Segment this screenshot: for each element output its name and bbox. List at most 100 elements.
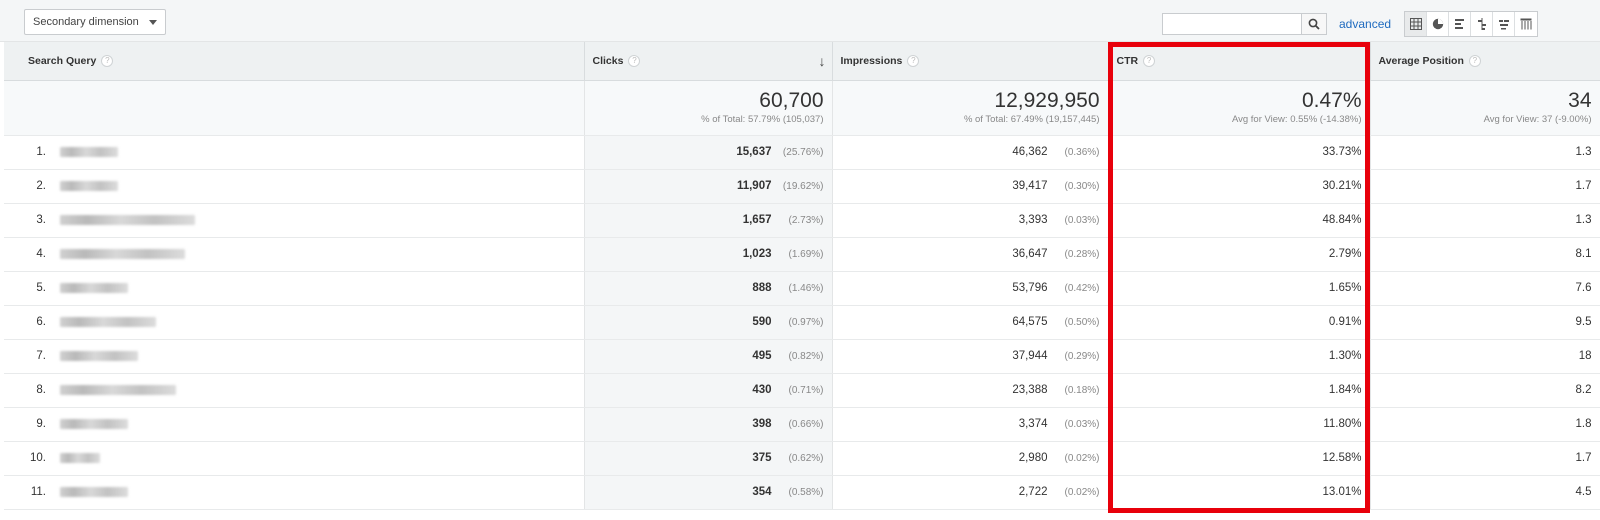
ctr-value: 11.80% (1323, 418, 1362, 430)
redacted-query-text (60, 180, 118, 191)
impressions-cell: 23,388 (0.18%) (832, 373, 1109, 408)
impressions-cell: 53,796 (0.42%) (832, 271, 1109, 306)
table-row[interactable]: 6. 590 (0.97%) 64,575 (0.50%) 0.91% 9.5 (4, 305, 1600, 340)
search-button[interactable] (1302, 13, 1327, 35)
average-position-cell: 1.3 (1370, 135, 1600, 170)
impressions-cell: 37,944 (0.29%) (832, 339, 1109, 374)
totals-query-cell (4, 80, 585, 136)
table-row[interactable]: 8. 430 (0.71%) 23,388 (0.18%) 1.84% 8.2 (4, 373, 1600, 408)
pivot-view-icon (1520, 18, 1532, 30)
impressions-value: 64,575 (1012, 316, 1048, 328)
ctr-cell: 0.91% (1108, 305, 1371, 340)
column-header-clicks[interactable]: Clicks? ↓ (584, 42, 833, 81)
secondary-dimension-dropdown[interactable]: Secondary dimension (24, 9, 166, 35)
redacted-query-text (60, 486, 128, 497)
totals-ctr-subtext: Avg for View: 0.55% (-14.38%) (1231, 114, 1362, 125)
search-query-cell[interactable]: 7. (4, 339, 585, 374)
column-header-average-position[interactable]: Average Position? (1370, 42, 1600, 81)
impressions-value: 53,796 (1012, 282, 1048, 294)
sort-descending-icon[interactable]: ↓ (818, 53, 826, 69)
table-row[interactable]: 3. 1,657 (2.73%) 3,393 (0.03%) 48.84% 1.3 (4, 203, 1600, 238)
search-query-cell[interactable]: 2. (4, 169, 585, 204)
table-row[interactable]: 9. 398 (0.66%) 3,374 (0.03%) 11.80% 1.8 (4, 407, 1600, 442)
table-row[interactable]: 5. 888 (1.46%) 53,796 (0.42%) 1.65% 7.6 (4, 271, 1600, 306)
help-icon[interactable]: ? (907, 54, 920, 67)
impressions-value: 39,417 (1012, 180, 1048, 192)
table-row[interactable]: 7. 495 (0.82%) 37,944 (0.29%) 1.30% 18 (4, 339, 1600, 374)
row-index: 11. (30, 486, 46, 498)
table-search-input[interactable] (1162, 13, 1302, 35)
average-position-cell: 8.1 (1370, 237, 1600, 272)
average-position-value: 1.7 (1575, 452, 1592, 464)
table-row[interactable]: 4. 1,023 (1.69%) 36,647 (0.28%) 2.79% 8.1 (4, 237, 1600, 272)
column-header-impressions[interactable]: Impressions? (832, 42, 1109, 81)
average-position-cell: 8.2 (1370, 373, 1600, 408)
impressions-cell: 3,374 (0.03%) (832, 407, 1109, 442)
search-query-cell[interactable]: 10. (4, 441, 585, 476)
average-position-value: 1.8 (1575, 418, 1592, 430)
term-cloud-view-button[interactable] (1493, 12, 1515, 36)
table-row[interactable]: 2. 11,907 (19.62%) 39,417 (0.30%) 30.21% 1.7 (4, 169, 1600, 204)
search-query-cell[interactable]: 8. (4, 373, 585, 408)
clicks-percent: (0.62%) (788, 453, 824, 464)
comparison-view-button[interactable] (1471, 12, 1493, 36)
totals-impressions-subtext: % of Total: 67.49% (19,157,445) (963, 114, 1100, 125)
impressions-cell: 46,362 (0.36%) (832, 135, 1109, 170)
clicks-value: 398 (752, 418, 772, 430)
search-query-cell[interactable]: 11. (4, 475, 585, 510)
totals-clicks-value: 60,700 (759, 89, 824, 112)
search-query-table: Search Query? Clicks? ↓ Impressions? CTR?… (4, 42, 1600, 510)
row-index: 3. (36, 214, 46, 226)
redacted-query-text (60, 350, 138, 361)
average-position-value: 9.5 (1575, 316, 1592, 328)
redacted-query-text (60, 452, 100, 463)
table-row[interactable]: 11. 354 (0.58%) 2,722 (0.02%) 13.01% 4.5 (4, 475, 1600, 510)
column-header-search-query[interactable]: Search Query? (4, 42, 585, 81)
ctr-cell: 1.30% (1108, 339, 1371, 374)
search-query-cell[interactable]: 6. (4, 305, 585, 340)
clicks-percent: (0.71%) (788, 385, 824, 396)
pivot-view-button[interactable] (1515, 12, 1537, 36)
clicks-cell: 1,023 (1.69%) (584, 237, 833, 272)
ctr-value: 1.30% (1328, 350, 1362, 362)
help-icon[interactable]: ? (1468, 54, 1481, 67)
totals-ctr-value: 0.47% (1301, 89, 1362, 112)
search-icon (1308, 18, 1320, 30)
chevron-down-icon (148, 20, 157, 25)
table-row[interactable]: 10. 375 (0.62%) 2,980 (0.02%) 12.58% 1.7 (4, 441, 1600, 476)
ctr-value: 48.84% (1322, 214, 1362, 226)
clicks-value: 590 (752, 316, 772, 328)
impressions-cell: 2,980 (0.02%) (832, 441, 1109, 476)
column-label: Impressions (840, 54, 903, 67)
search-query-cell[interactable]: 9. (4, 407, 585, 442)
impressions-value: 2,722 (1018, 486, 1048, 498)
help-icon[interactable]: ? (628, 54, 641, 67)
clicks-value: 888 (752, 282, 772, 294)
pie-view-button[interactable] (1427, 12, 1449, 36)
performance-view-button[interactable] (1449, 12, 1471, 36)
ctr-cell: 1.84% (1108, 373, 1371, 408)
row-index: 7. (36, 350, 46, 362)
impressions-percent: (0.50%) (1064, 317, 1100, 328)
help-icon[interactable]: ? (101, 54, 114, 67)
average-position-value: 7.6 (1575, 282, 1592, 294)
search-query-cell[interactable]: 3. (4, 203, 585, 238)
table-view-button[interactable] (1405, 12, 1427, 36)
clicks-cell: 375 (0.62%) (584, 441, 833, 476)
advanced-filter-link[interactable]: advanced (1339, 17, 1392, 31)
impressions-cell: 36,647 (0.28%) (832, 237, 1109, 272)
column-header-ctr[interactable]: CTR? (1108, 42, 1371, 81)
impressions-value: 3,393 (1018, 214, 1048, 226)
help-icon[interactable]: ? (1143, 54, 1156, 67)
search-query-cell[interactable]: 1. (4, 135, 585, 170)
clicks-cell: 1,657 (2.73%) (584, 203, 833, 238)
row-index: 5. (36, 282, 46, 294)
clicks-percent: (0.66%) (788, 419, 824, 430)
search-query-cell[interactable]: 4. (4, 237, 585, 272)
secondary-dimension-label: Secondary dimension (33, 16, 139, 28)
search-query-cell[interactable]: 5. (4, 271, 585, 306)
average-position-value: 1.3 (1575, 146, 1592, 158)
table-row[interactable]: 1. 15,637 (25.76%) 46,362 (0.36%) 33.73% 1.3 (4, 135, 1600, 170)
clicks-percent: (0.97%) (788, 317, 824, 328)
comparison-view-icon (1477, 18, 1486, 30)
